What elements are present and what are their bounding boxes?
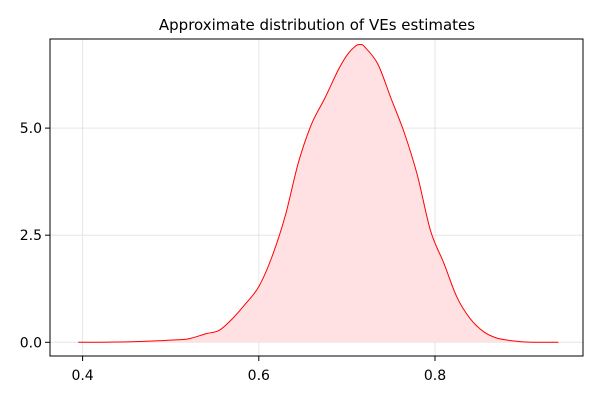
y-tick-label: 0.0: [20, 335, 42, 351]
y-tick-label: 5.0: [20, 121, 42, 137]
x-tick-label: 0.8: [424, 368, 446, 384]
y-tick-label: 2.5: [20, 228, 42, 244]
plot-frame: [49, 38, 584, 357]
x-tick-label: 0.4: [71, 368, 93, 384]
x-tick-label: 0.6: [248, 368, 270, 384]
chart-title: Approximate distribution of VEs estimate…: [159, 16, 475, 34]
y-axis: 0.0 2.5 5.0: [20, 121, 50, 351]
density-curve: [78, 43, 559, 343]
x-axis: 0.4 0.6 0.8: [71, 356, 446, 384]
density-area: [78, 44, 559, 343]
